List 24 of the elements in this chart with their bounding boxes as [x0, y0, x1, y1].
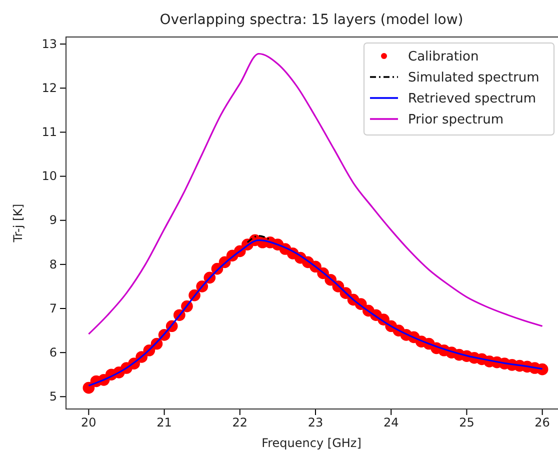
- legend-label: Calibration: [408, 50, 479, 64]
- y-tick-label: 7: [49, 301, 57, 316]
- legend-label: Retrieved spectrum: [408, 92, 536, 106]
- x-tick-label: 26: [534, 416, 550, 430]
- y-tick-label: 5: [49, 390, 57, 404]
- x-tick-label: 25: [459, 416, 474, 430]
- x-tick-label: 20: [81, 416, 96, 430]
- x-axis-title: Frequency [GHz]: [262, 436, 362, 450]
- y-tick-label: 6: [49, 345, 57, 360]
- chart-title: Overlapping spectra: 15 layers (model low): [160, 12, 464, 28]
- y-tick-label: 12: [42, 80, 57, 95]
- line-series: [88, 52, 544, 335]
- x-tick-label: 24: [383, 416, 399, 430]
- legend-label: Simulated spectrum: [408, 70, 540, 86]
- x-tick-label: 23: [308, 416, 324, 430]
- y-tick-label: 8: [49, 257, 57, 272]
- y-axis-title: Tr-j [K]: [11, 204, 25, 244]
- y-tick-label: 10: [42, 169, 57, 184]
- y-tick-label: 9: [49, 213, 57, 228]
- x-tick-label: 22: [232, 416, 248, 430]
- y-tick-label: 13: [42, 36, 57, 51]
- y-tick-label: 11: [42, 125, 57, 140]
- x-tick-label: 21: [156, 416, 172, 430]
- legend-label: Prior spectrum: [408, 112, 504, 128]
